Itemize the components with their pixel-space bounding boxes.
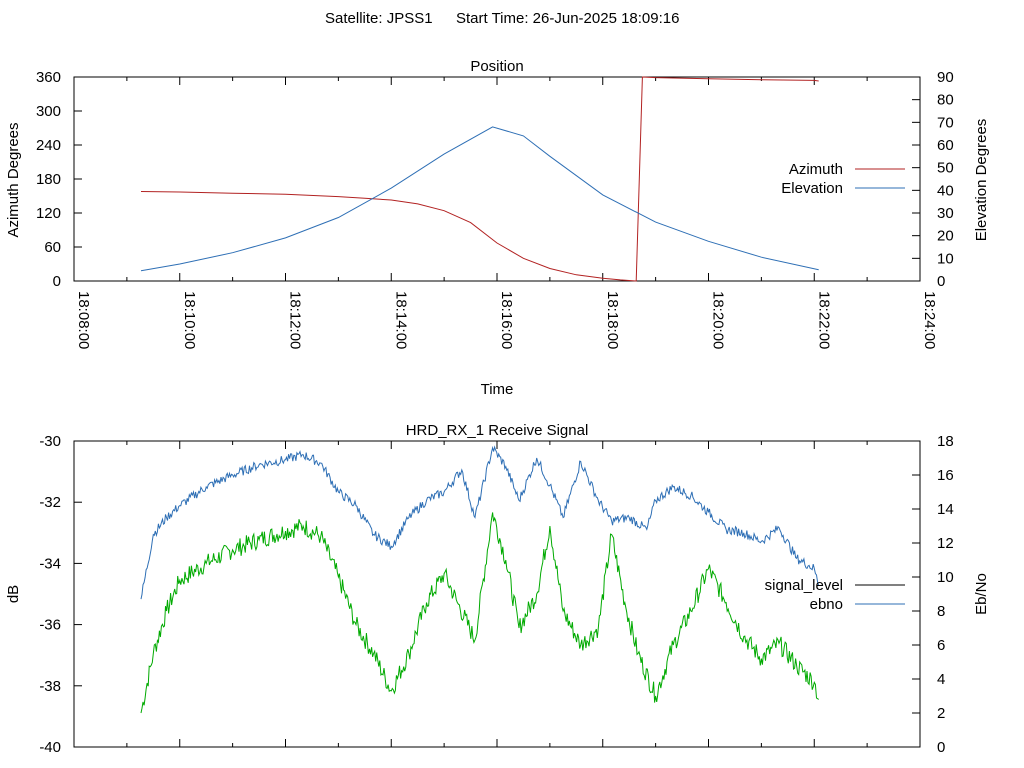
position-x-label: Time: [481, 381, 514, 398]
series-line-azimuth: [140, 76, 819, 282]
signal-series: [140, 445, 820, 714]
y2-tick-label: 30: [937, 205, 954, 222]
position-y-label: Azimuth Degrees: [5, 122, 22, 237]
position-title: Position: [470, 58, 523, 75]
legend-label-azimuth: Azimuth: [789, 161, 843, 178]
y2-tick-label: 70: [937, 114, 954, 131]
legend-label-ebno: ebno: [810, 596, 843, 613]
signal-y-ticks: -30 -32 -34 -36 -38 -40: [39, 433, 82, 756]
series-line-ebno: [140, 445, 820, 600]
position-chart: Position 18:08:00 18:10:00 18:12:00 18:14:0…: [5, 58, 990, 398]
y2-tick-label: 90: [937, 69, 954, 86]
y-tick-label: 120: [36, 205, 61, 222]
y-tick-label: 60: [44, 239, 61, 256]
series-line-signal-level: [140, 512, 819, 714]
y2-tick-label: 40: [937, 182, 954, 199]
signal-y2-ticks: 0 2 4 6 8 10 12 14 16 18: [912, 433, 954, 756]
x-tick-label: 18:12:00: [287, 291, 304, 349]
y2-tick-label: 18: [937, 433, 954, 450]
y-tick-label: -38: [39, 678, 61, 695]
y2-tick-label: 12: [937, 535, 954, 552]
position-legend: Azimuth Elevation: [781, 161, 905, 197]
position-plot-frame: [73, 76, 921, 282]
y2-tick-label: 20: [937, 228, 954, 245]
satellite-label: Satellite: JPSS1: [325, 10, 433, 27]
x-tick-label: 18:22:00: [815, 291, 832, 349]
signal-x-ticks: [73, 441, 921, 747]
y2-tick-label: 8: [937, 603, 945, 620]
y2-tick-label: 10: [937, 250, 954, 267]
y2-tick-label: 14: [937, 501, 954, 518]
y-tick-label: 240: [36, 137, 61, 154]
position-y2-ticks: 0 10 20 30 40 50 60 70 80 90: [912, 69, 954, 290]
series-line-elevation: [140, 126, 819, 272]
y2-tick-label: 2: [937, 705, 945, 722]
y-tick-label: 300: [36, 103, 61, 120]
start-time-label: Start Time: 26-Jun-2025 18:09:16: [456, 10, 679, 27]
y-tick-label: -32: [39, 494, 61, 511]
y-tick-label: -36: [39, 617, 61, 634]
x-tick-label: 18:16:00: [498, 291, 515, 349]
x-tick-label: 18:14:00: [392, 291, 409, 349]
x-tick-label: 18:24:00: [921, 291, 938, 349]
signal-legend: signal_level ebno: [765, 577, 905, 613]
y-tick-label: -34: [39, 555, 61, 572]
signal-title: HRD_RX_1 Receive Signal: [406, 422, 589, 439]
y2-tick-label: 16: [937, 467, 954, 484]
position-x-ticks: 18:08:00 18:10:00 18:12:00 18:14:00 18:16:00…: [73, 77, 938, 349]
y-tick-label: 180: [36, 171, 61, 188]
y2-tick-label: 50: [937, 160, 954, 177]
y-tick-label: 0: [53, 273, 61, 290]
y-tick-label: -40: [39, 739, 61, 756]
position-y2-label: Elevation Degrees: [973, 119, 990, 242]
y-tick-label: 360: [36, 69, 61, 86]
x-tick-label: 18:18:00: [604, 291, 621, 349]
y2-tick-label: 0: [937, 739, 945, 756]
signal-y2-label: Eb/No: [973, 573, 990, 615]
y2-tick-label: 0: [937, 273, 945, 290]
x-tick-label: 18:08:00: [75, 291, 92, 349]
x-tick-label: 18:20:00: [710, 291, 727, 349]
y2-tick-label: 10: [937, 569, 954, 586]
y-tick-label: -30: [39, 433, 61, 450]
position-y-ticks: 0 60 120 180 240 300 360: [36, 69, 82, 290]
legend-label-elevation: Elevation: [781, 180, 843, 197]
y2-tick-label: 6: [937, 637, 945, 654]
x-tick-label: 18:10:00: [181, 291, 198, 349]
y2-tick-label: 60: [937, 137, 954, 154]
legend-label-signal-level: signal_level: [765, 577, 843, 594]
y2-tick-label: 80: [937, 92, 954, 109]
position-series: [140, 76, 819, 282]
signal-y-label: dB: [5, 585, 22, 603]
y2-tick-label: 4: [937, 671, 945, 688]
receive-signal-chart: HRD_RX_1 Receive Signal -30-32-34-36-38-…: [5, 422, 990, 756]
